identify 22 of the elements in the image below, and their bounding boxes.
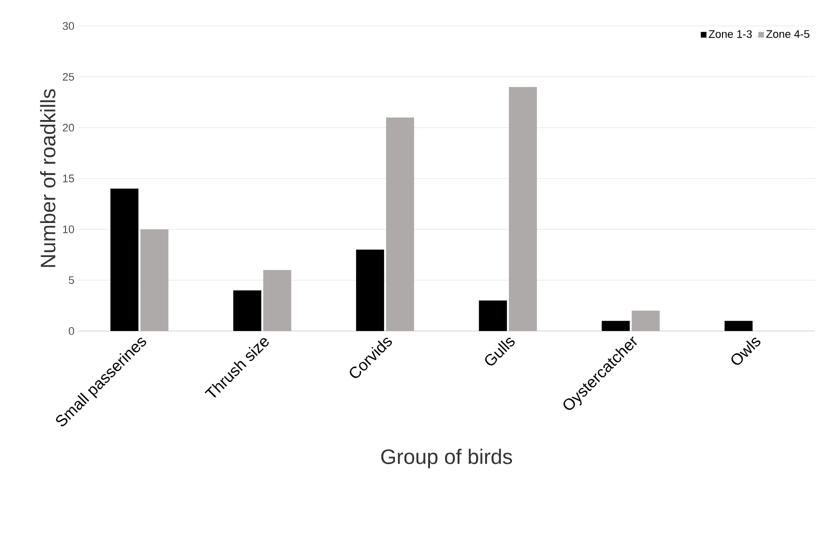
bar [110,188,138,331]
legend-label: Zone 4-5 [766,30,810,38]
y-tick-label: 20 [62,124,74,132]
y-tick-label: 5 [68,276,74,284]
bar [233,290,262,331]
bar [632,310,660,331]
bar [602,320,630,331]
bar [508,86,537,331]
bar [263,270,292,331]
y-axis-title: Number of roadkills [40,89,56,267]
legend-label: Zone 1-3 [708,30,752,38]
bar [478,300,507,331]
bar [724,320,753,331]
bar [140,229,168,331]
bar [386,117,414,331]
y-tick-label: 10 [63,225,74,234]
y-tick-label: 25 [62,72,74,81]
y-tick-label: 30 [62,22,74,30]
bar [356,250,384,331]
y-tick-label: 0 [68,327,74,335]
x-axis-title: Group of birds [381,448,512,468]
y-tick-label: 15 [63,174,74,182]
